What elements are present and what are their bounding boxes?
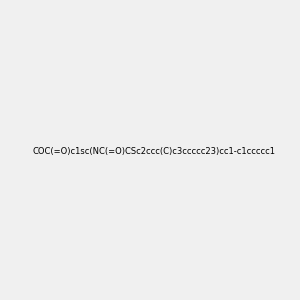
Text: COC(=O)c1sc(NC(=O)CSc2ccc(C)c3ccccc23)cc1-c1ccccc1: COC(=O)c1sc(NC(=O)CSc2ccc(C)c3ccccc23)cc… (32, 147, 275, 156)
